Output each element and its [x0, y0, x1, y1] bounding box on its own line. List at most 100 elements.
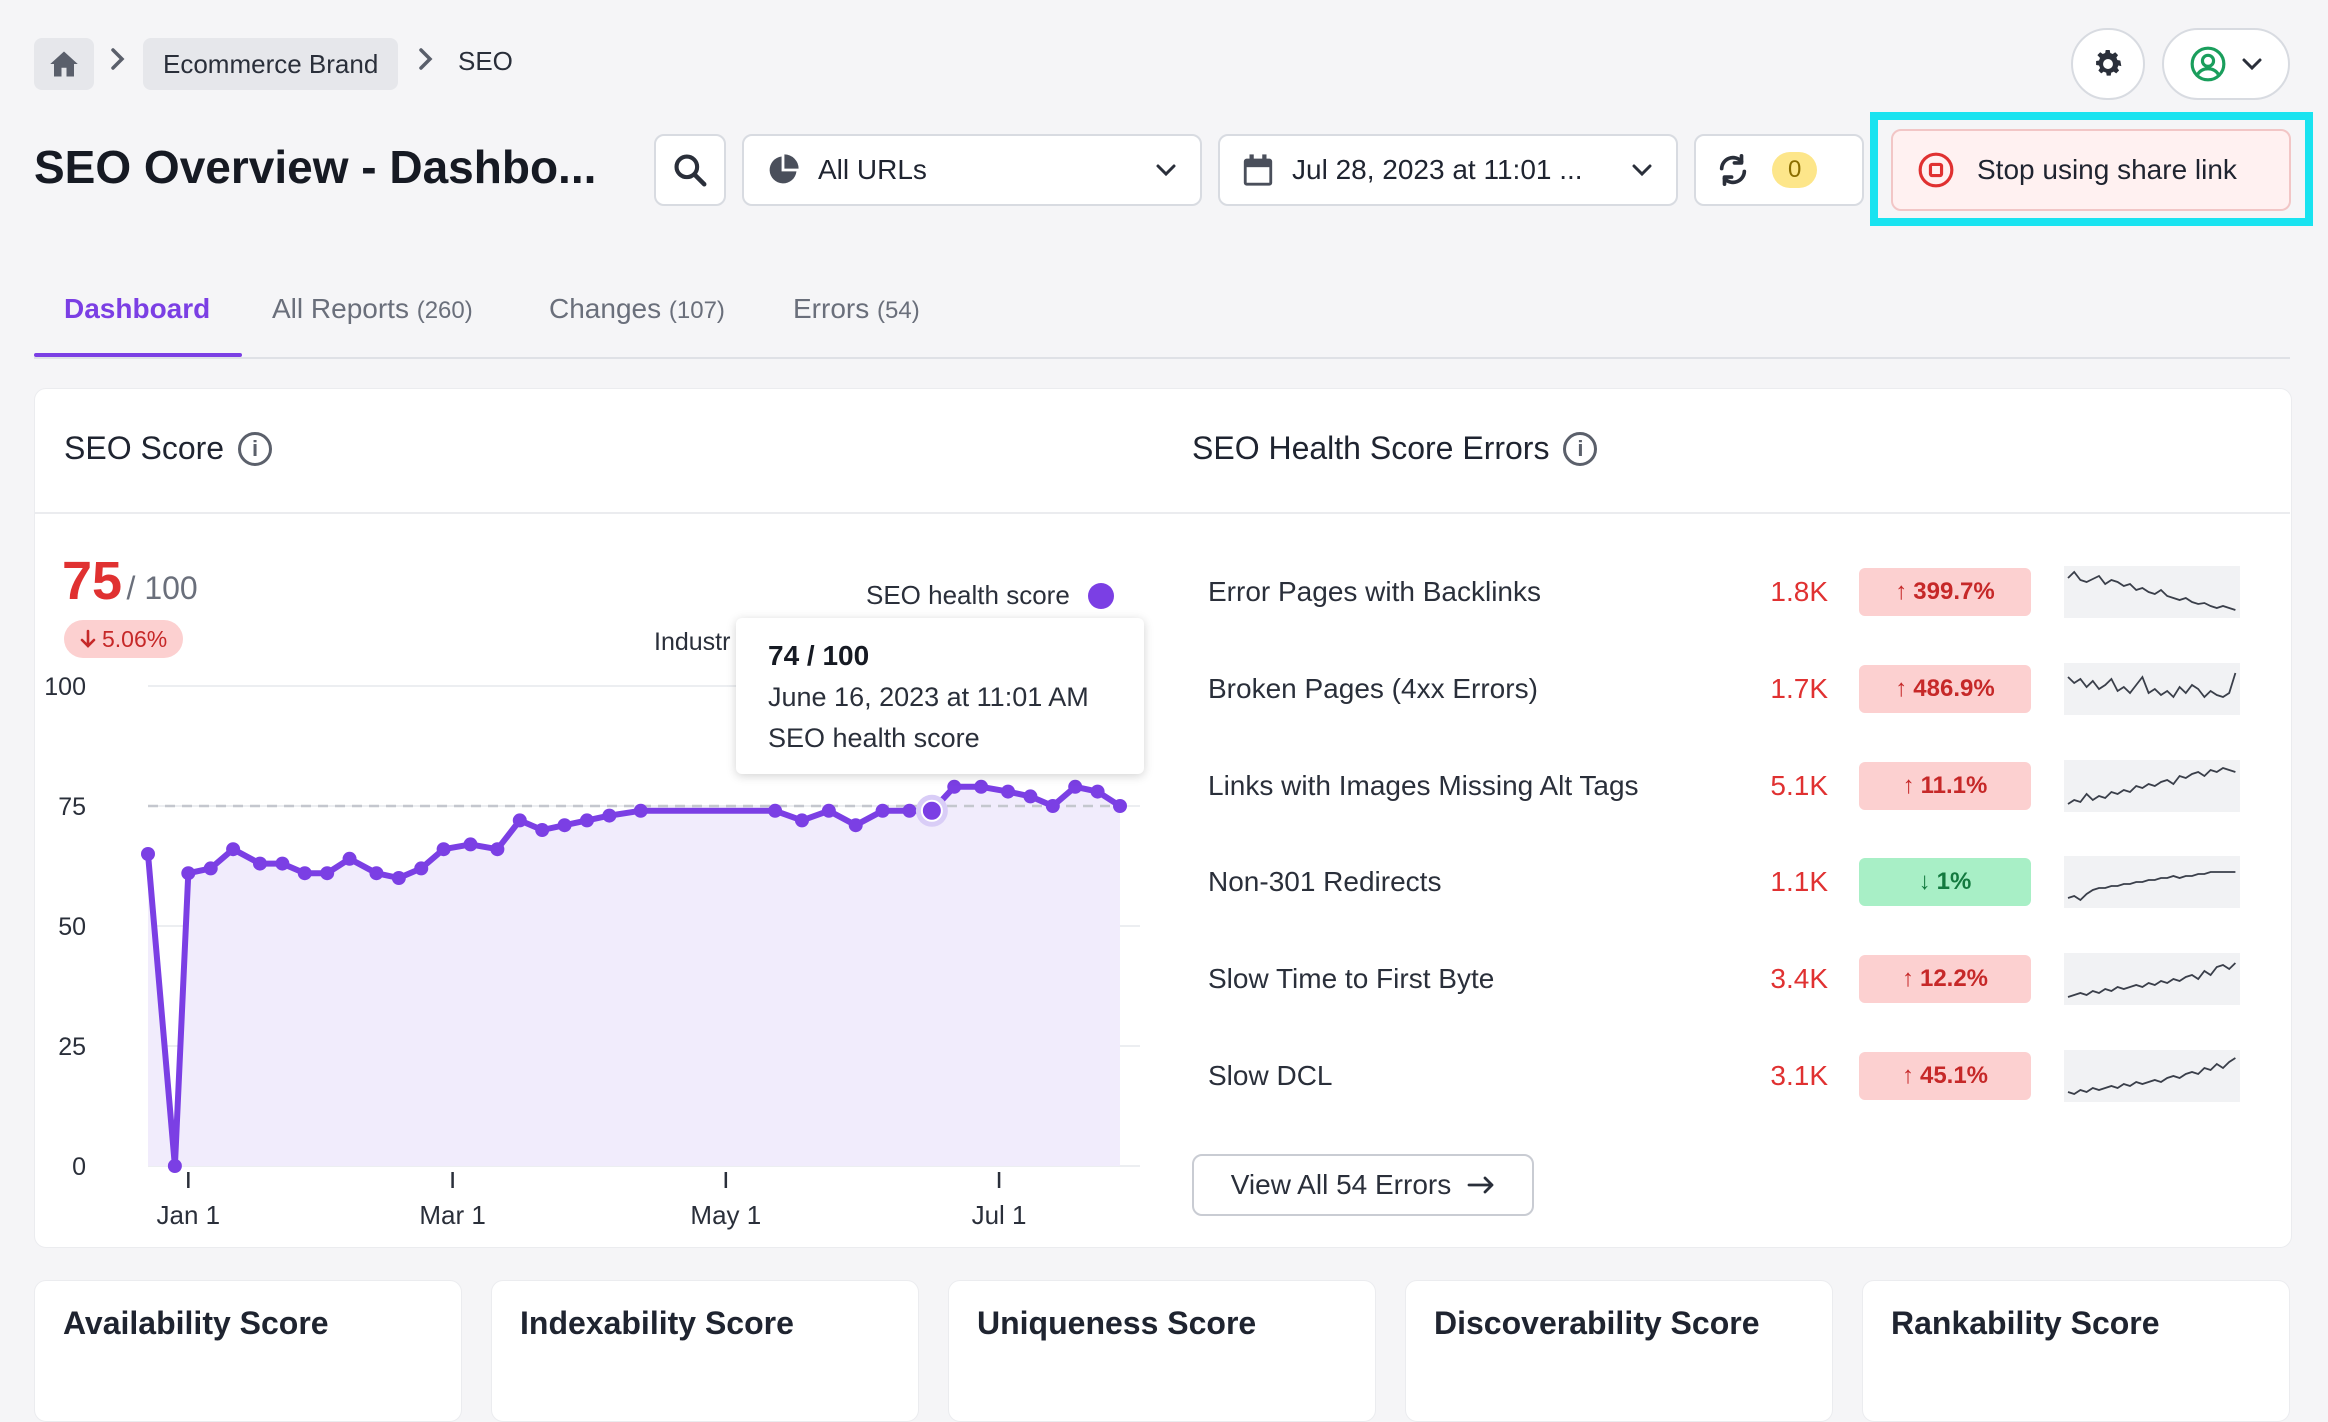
chevron-right-icon	[416, 44, 436, 82]
stop-circle-icon	[1918, 152, 1954, 188]
x-tick-label: May 1	[690, 1200, 761, 1230]
card-header-divider	[34, 512, 2290, 514]
data-point	[414, 861, 429, 876]
user-avatar-icon	[2190, 46, 2226, 82]
search-button[interactable]	[654, 134, 726, 206]
error-row-label[interactable]: Error Pages with Backlinks	[1208, 576, 1542, 607]
data-point	[203, 861, 218, 876]
error-row-sparkline	[2064, 566, 2240, 618]
arrow-down-icon	[80, 629, 96, 648]
view-all-errors-button[interactable]: View All 54 Errors	[1192, 1154, 1534, 1216]
account-menu-button[interactable]	[2162, 28, 2290, 100]
error-row-label[interactable]: Broken Pages (4xx Errors)	[1208, 673, 1538, 704]
error-row-change-value: 399.7%	[1913, 578, 1995, 605]
breadcrumb-item-brand[interactable]: Ecommerce Brand	[143, 38, 399, 90]
tooltip-series: SEO health score	[768, 723, 980, 753]
error-row-change-badge: ↑ 11.1%	[1859, 762, 2031, 810]
data-point	[252, 856, 267, 871]
search-icon	[674, 154, 707, 187]
seo-score-title: SEO Score	[64, 430, 225, 466]
error-row-change-badge: ↑ 12.2%	[1859, 955, 2031, 1003]
health-errors-header: SEO Health Score Errors i	[1192, 430, 1598, 467]
tab-label: All Reports	[272, 293, 409, 324]
arrow-up-icon: ↑	[1895, 675, 1908, 702]
y-tick-label: 25	[58, 1033, 86, 1061]
arrow-up-icon: ↑	[1902, 772, 1915, 799]
error-row-sparkline	[2064, 953, 2240, 1005]
score-value: 75	[62, 551, 123, 611]
url-filter-select[interactable]: All URLs	[742, 134, 1202, 206]
data-point	[391, 871, 406, 885]
tooltip-value: 74 / 100	[768, 640, 870, 671]
sync-button[interactable]: 0	[1694, 134, 1864, 206]
error-row-label[interactable]: Links with Images Missing Alt Tags	[1208, 770, 1639, 801]
data-point	[167, 1159, 182, 1173]
arrow-up-icon: ↑	[1901, 965, 1914, 992]
data-point	[1023, 789, 1038, 804]
tab-errors[interactable]: Errors (54)	[793, 293, 920, 325]
data-point	[436, 842, 451, 857]
data-point	[557, 818, 572, 833]
data-point	[320, 866, 335, 881]
error-row-sparkline	[2064, 663, 2240, 715]
tab-dashboard[interactable]: Dashboard	[64, 293, 210, 325]
y-tick-label: 0	[72, 1153, 86, 1181]
legend-industry-label: Industr	[654, 628, 731, 656]
score-card-availability[interactable]: Availability Score	[34, 1280, 462, 1422]
y-tick-label: 50	[58, 913, 86, 941]
data-point	[275, 856, 290, 871]
chart-legend: SEO health score	[866, 580, 1114, 611]
page-title: SEO Overview - Dashbo...	[34, 141, 597, 193]
seo-score-chart: 100 75 50 25 0 Jan 1 Mar 1 May 1 Jul 1	[44, 673, 1140, 1230]
data-point	[768, 803, 783, 818]
error-row-change-value: 45.1%	[1919, 1062, 1989, 1089]
refresh-icon	[1719, 153, 1747, 187]
data-point	[1090, 784, 1105, 799]
stop-share-link-button[interactable]: Stop using share link	[1891, 129, 2291, 211]
error-row-change-badge: ↑ 45.1%	[1859, 1052, 2031, 1100]
info-icon[interactable]: i	[1563, 431, 1598, 466]
data-point	[794, 813, 809, 828]
home-button[interactable]	[34, 38, 94, 90]
chevron-right-icon	[108, 44, 128, 82]
tab-all-reports[interactable]: All Reports (260)	[272, 293, 473, 325]
error-row-label[interactable]: Non-301 Redirects	[1208, 866, 1442, 897]
chevron-down-icon	[1632, 164, 1652, 177]
tab-count: (54)	[877, 297, 920, 324]
legend-series-dot	[1087, 582, 1114, 609]
tabs-divider	[34, 357, 2290, 359]
error-row-change-value: 11.1%	[1920, 772, 1988, 799]
error-row-label[interactable]: Slow Time to First Byte	[1208, 963, 1495, 994]
data-point	[297, 866, 312, 881]
error-row-count: 1.1K	[1770, 866, 1828, 897]
tooltip-date: June 16, 2023 at 11:01 AM	[768, 682, 1089, 712]
score-card-title: Indexability Score	[520, 1305, 794, 1341]
score-card-uniqueness[interactable]: Uniqueness Score	[948, 1280, 1376, 1422]
data-point	[902, 803, 917, 818]
data-point	[848, 818, 863, 833]
date-value: Jul 28, 2023 at 11:01 ...	[1292, 154, 1583, 185]
tab-changes[interactable]: Changes (107)	[549, 293, 725, 325]
gear-icon	[2096, 49, 2122, 76]
info-icon[interactable]: i	[238, 431, 273, 466]
data-point	[512, 813, 527, 828]
error-row-label[interactable]: Slow DCL	[1208, 1060, 1333, 1091]
date-select[interactable]: Jul 28, 2023 at 11:01 ...	[1218, 134, 1678, 206]
error-row-change-value: 486.9%	[1913, 675, 1995, 702]
data-point	[535, 823, 550, 837]
score-card-indexability[interactable]: Indexability Score	[491, 1280, 919, 1422]
settings-button[interactable]	[2071, 28, 2145, 100]
data-point	[226, 842, 241, 857]
score-card-title: Uniqueness Score	[977, 1305, 1257, 1341]
series-area	[148, 786, 1120, 1166]
seo-score-header: SEO Score i	[64, 430, 273, 467]
score-change-value: 5.06%	[102, 625, 168, 652]
score-card-rankability[interactable]: Rankability Score	[1862, 1280, 2290, 1422]
score-card-discoverability[interactable]: Discoverability Score	[1405, 1280, 1833, 1422]
sync-count-badge: 0	[1772, 152, 1818, 188]
active-tab-indicator	[34, 353, 242, 357]
error-row-change-badge: ↑ 486.9%	[1859, 665, 2031, 713]
score-card-title: Availability Score	[63, 1305, 329, 1341]
error-row-count: 3.1K	[1770, 1060, 1828, 1091]
tab-label: Changes	[549, 293, 662, 324]
